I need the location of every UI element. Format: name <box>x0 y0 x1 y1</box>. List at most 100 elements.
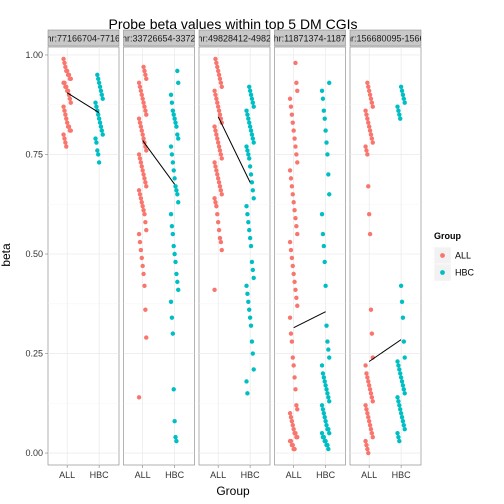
data-point-all <box>216 108 222 113</box>
data-point-all <box>369 331 375 336</box>
data-point-all <box>294 403 299 408</box>
data-point-hbc <box>399 415 405 420</box>
mean-connector-line <box>293 311 326 329</box>
data-point-hbc <box>400 419 406 424</box>
data-point-all <box>366 212 372 217</box>
data-point-all <box>217 235 223 241</box>
data-point-all <box>212 160 217 165</box>
data-point-hbc <box>99 128 105 133</box>
data-point-hbc <box>247 88 253 93</box>
data-point-hbc <box>97 120 103 125</box>
data-point-all <box>289 339 295 344</box>
data-point-all <box>216 180 222 185</box>
data-point-all <box>219 84 224 90</box>
data-point-all <box>295 303 300 308</box>
facet-strip <box>274 29 346 47</box>
data-point-all <box>290 422 295 428</box>
data-point-hbc <box>323 438 328 444</box>
data-point-hbc <box>321 375 327 380</box>
data-point-hbc <box>248 243 254 249</box>
data-point-all <box>137 156 143 161</box>
data-point-all <box>369 430 375 436</box>
data-point-hbc <box>320 231 326 237</box>
data-point-all <box>141 64 146 70</box>
legend-label: ALL <box>455 251 471 261</box>
data-point-all <box>219 156 224 161</box>
facet-strip-label: chr:33726654-33726 <box>117 34 200 44</box>
data-point-all <box>365 446 370 452</box>
data-point-all <box>213 128 218 133</box>
data-point-hbc <box>402 355 407 360</box>
data-point-all <box>144 335 149 340</box>
data-point-all <box>213 56 218 62</box>
y-tick-label: 0.25 <box>25 349 43 359</box>
data-point-all <box>62 136 67 141</box>
data-point-hbc <box>168 144 174 149</box>
data-point-all <box>215 140 221 145</box>
data-point-all <box>62 80 67 86</box>
data-point-all <box>367 231 373 237</box>
data-point-all <box>365 80 370 86</box>
x-tick-label: ALL <box>135 470 151 480</box>
data-point-all <box>66 124 72 129</box>
data-point-all <box>364 442 369 448</box>
panel-background <box>123 46 195 466</box>
data-point-hbc <box>169 152 175 157</box>
data-point-hbc <box>248 128 254 133</box>
data-point-hbc <box>250 267 256 273</box>
data-point-hbc <box>248 92 254 97</box>
data-point-all <box>143 108 148 113</box>
data-point-all <box>295 231 300 237</box>
data-point-all <box>217 112 223 117</box>
panel-background <box>349 46 422 466</box>
data-point-hbc <box>249 180 255 185</box>
data-point-hbc <box>399 379 405 384</box>
panel-background <box>47 46 120 466</box>
data-point-all <box>64 144 69 149</box>
data-point-hbc <box>246 152 251 157</box>
data-point-all <box>136 152 142 157</box>
data-point-all <box>287 168 293 173</box>
data-point-all <box>216 227 222 233</box>
data-point-all <box>137 84 143 90</box>
data-point-hbc <box>176 80 181 86</box>
data-point-hbc <box>398 375 404 380</box>
data-point-hbc <box>96 152 101 157</box>
data-point-hbc <box>245 391 250 396</box>
legend-label: HBC <box>455 268 475 278</box>
data-point-all <box>136 80 142 86</box>
facet-strip <box>198 29 271 47</box>
chart-title: Probe beta values within top 5 DM CGIs <box>108 16 357 32</box>
data-point-hbc <box>249 259 255 265</box>
data-point-hbc <box>169 223 175 229</box>
data-point-hbc <box>247 164 253 169</box>
mean-connector-line <box>368 339 402 362</box>
data-point-hbc <box>96 160 102 165</box>
data-point-hbc <box>397 112 402 117</box>
data-point-hbc <box>247 315 253 320</box>
data-point-hbc <box>322 415 327 420</box>
data-point-hbc <box>250 136 256 141</box>
data-point-hbc <box>326 172 331 177</box>
data-point-all <box>141 100 146 105</box>
x-tick-label: HBC <box>392 470 412 480</box>
data-point-hbc <box>322 259 327 265</box>
data-point-hbc <box>97 84 103 90</box>
y-tick-label: 0.50 <box>25 249 43 259</box>
data-point-hbc <box>251 140 256 145</box>
data-point-all <box>143 219 148 225</box>
data-point-hbc <box>325 442 330 448</box>
x-tick-label: HBC <box>90 470 110 480</box>
data-point-hbc <box>246 299 251 304</box>
data-point-all <box>140 204 145 209</box>
data-point-hbc <box>172 251 177 257</box>
data-point-all <box>366 383 372 388</box>
data-point-all <box>363 363 368 368</box>
data-point-all <box>288 176 294 181</box>
data-point-hbc <box>395 359 400 364</box>
data-point-hbc <box>247 124 253 129</box>
y-axis-title: beta <box>0 243 13 267</box>
data-point-all <box>142 104 147 109</box>
data-point-all <box>290 192 295 197</box>
data-point-all <box>367 128 373 133</box>
